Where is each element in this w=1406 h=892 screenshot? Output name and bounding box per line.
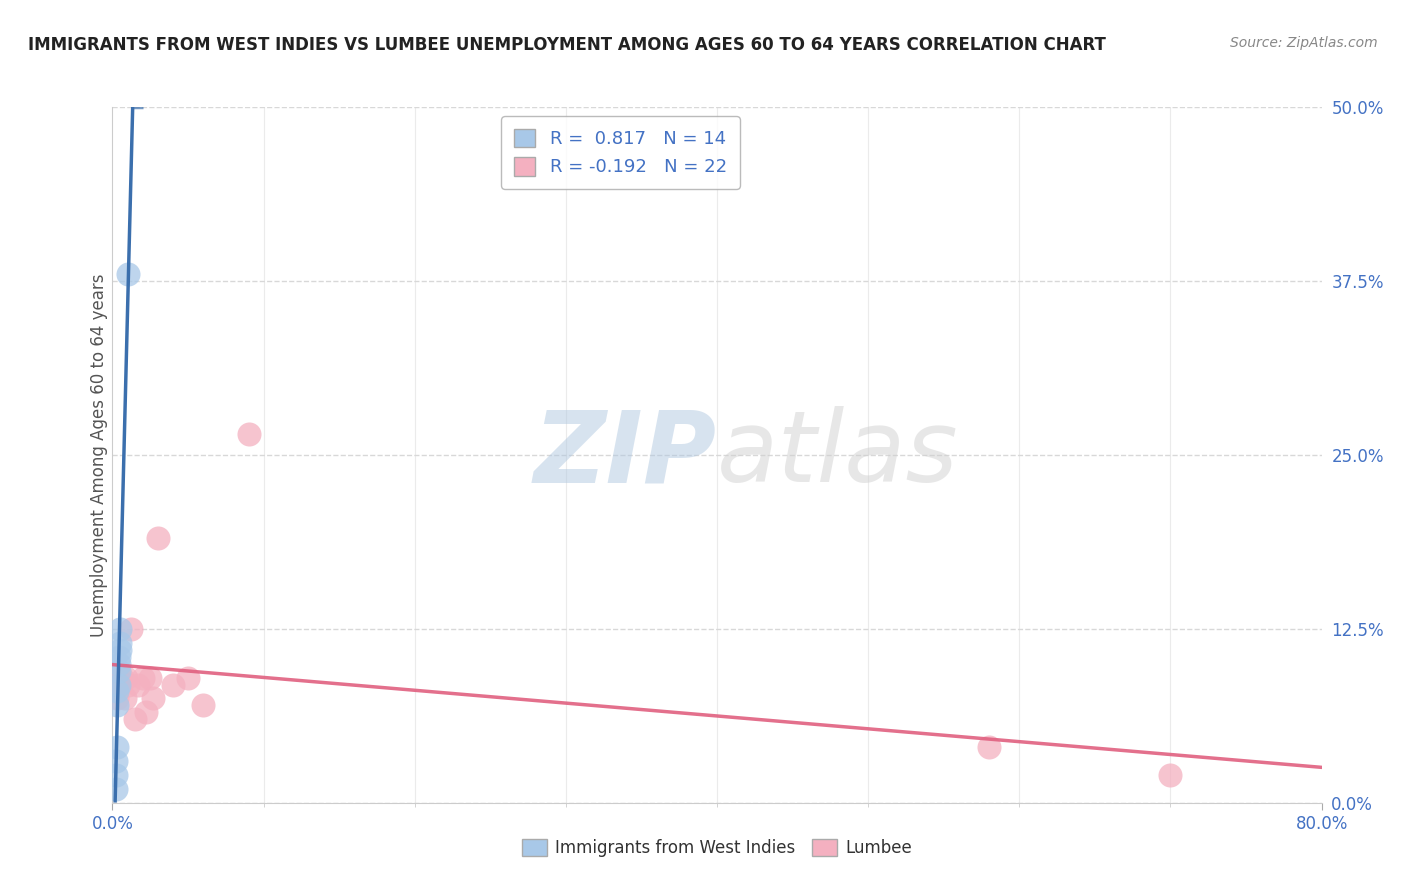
Point	[142, 691, 165, 706]
Point	[117, 267, 139, 281]
Y-axis label: Unemployment Among Ages 60 to 64 years: Unemployment Among Ages 60 to 64 years	[90, 273, 108, 637]
Point	[115, 671, 138, 685]
Point	[108, 622, 131, 636]
Point	[177, 671, 200, 685]
Point	[139, 671, 162, 685]
Point	[191, 698, 214, 713]
Text: IMMIGRANTS FROM WEST INDIES VS LUMBEE UNEMPLOYMENT AMONG AGES 60 TO 64 YEARS COR: IMMIGRANTS FROM WEST INDIES VS LUMBEE UN…	[28, 36, 1107, 54]
Text: Source: ZipAtlas.com: Source: ZipAtlas.com	[1230, 36, 1378, 50]
Point	[105, 698, 128, 713]
Point	[135, 706, 157, 720]
Point	[127, 677, 149, 691]
Point	[105, 677, 128, 691]
Legend: Immigrants from West Indies, Lumbee: Immigrants from West Indies, Lumbee	[515, 832, 920, 864]
Point	[107, 649, 129, 664]
Point	[107, 664, 129, 678]
Point	[146, 532, 169, 546]
Point	[120, 622, 142, 636]
Point	[110, 671, 132, 685]
Point	[107, 677, 129, 691]
Point	[105, 684, 128, 698]
Point	[132, 671, 155, 685]
Point	[104, 781, 127, 796]
Point	[108, 671, 131, 685]
Point	[1159, 768, 1181, 782]
Point	[104, 677, 127, 691]
Text: ZIP: ZIP	[534, 407, 717, 503]
Point	[162, 677, 184, 691]
Point	[105, 740, 128, 755]
Point	[104, 754, 127, 768]
Point	[124, 712, 146, 726]
Point	[104, 768, 127, 782]
Point	[114, 691, 136, 706]
Text: atlas: atlas	[717, 407, 959, 503]
Point	[977, 740, 1000, 755]
Point	[238, 427, 260, 442]
Point	[108, 636, 131, 650]
Point	[117, 677, 139, 691]
Point	[108, 642, 131, 657]
Point	[105, 691, 128, 706]
Point	[107, 657, 129, 671]
